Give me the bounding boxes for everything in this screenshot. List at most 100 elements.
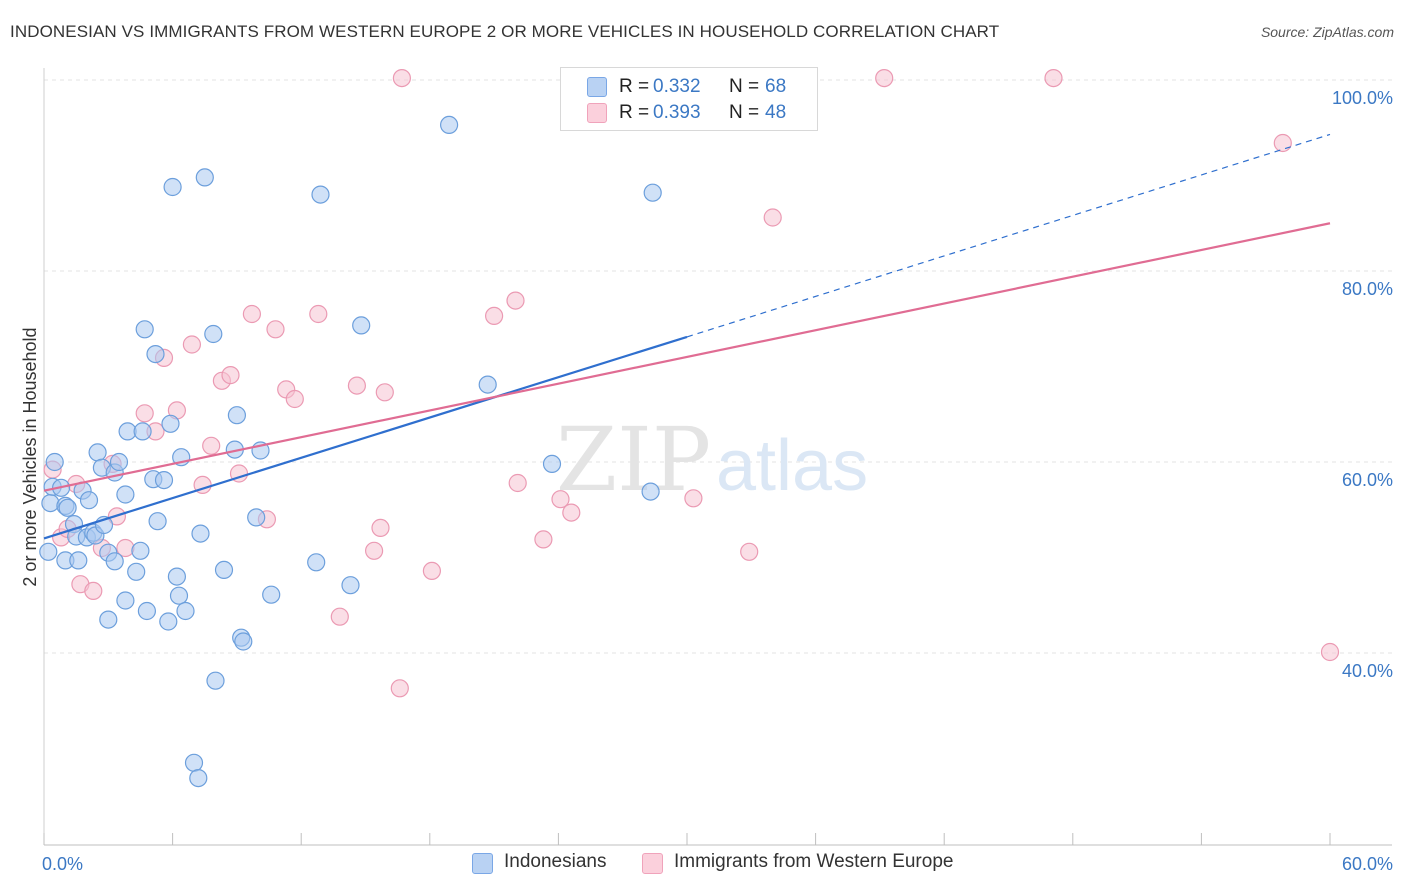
data-point <box>763 208 782 227</box>
legend-label: Indonesians <box>504 851 607 872</box>
r-value: 0.393 <box>653 102 701 123</box>
data-point <box>191 524 210 543</box>
data-point <box>506 291 525 310</box>
data-point <box>176 601 195 621</box>
data-point <box>478 375 497 394</box>
data-point <box>307 553 326 572</box>
data-point <box>133 422 152 441</box>
data-point <box>534 530 553 549</box>
data-point <box>135 320 154 339</box>
n-value: 68 <box>765 76 787 97</box>
legend-swatch-pink <box>587 103 607 123</box>
data-point <box>99 610 118 629</box>
watermark-zip: ZIP <box>556 408 711 511</box>
data-point <box>740 542 759 561</box>
data-point <box>45 452 64 472</box>
data-point <box>422 561 441 581</box>
data-point <box>184 753 204 772</box>
data-point <box>227 406 246 425</box>
trendlines <box>43 133 1331 540</box>
data-point <box>440 115 459 135</box>
data-point <box>247 508 266 527</box>
legend-swatch-pink <box>642 853 663 874</box>
data-point <box>195 168 214 187</box>
data-point <box>330 607 349 626</box>
watermark: ZIP atlas <box>556 408 868 511</box>
data-point <box>146 345 165 364</box>
data-point <box>562 503 581 522</box>
y-tick-label: 80.0% <box>1342 279 1393 299</box>
data-point <box>182 335 201 354</box>
data-point <box>41 494 60 513</box>
n-label: N = <box>729 102 760 123</box>
data-point <box>69 551 88 570</box>
data-point <box>643 183 662 202</box>
data-point <box>641 482 660 501</box>
data-point <box>551 490 570 509</box>
source-label: Source: ZipAtlas.com <box>1260 24 1394 40</box>
r-label: R = <box>619 76 650 97</box>
data-point <box>508 473 527 493</box>
data-point <box>127 562 146 581</box>
correlation-legend: R = 0.332 N = 68 R = 0.393 N = 48 <box>560 67 818 131</box>
data-point <box>204 324 223 344</box>
y-tick-label: 60.0% <box>1342 470 1393 490</box>
data-point <box>88 443 107 462</box>
data-point <box>285 389 304 409</box>
data-point <box>135 404 154 423</box>
data-point <box>161 414 180 433</box>
data-point <box>875 68 894 88</box>
data-point <box>169 586 189 605</box>
data-point <box>39 542 58 561</box>
data-point <box>390 679 409 698</box>
data-point <box>84 581 103 601</box>
data-point <box>242 304 261 324</box>
data-point <box>189 768 208 788</box>
data-point <box>1044 68 1063 88</box>
data-point <box>154 471 174 490</box>
data-point <box>352 316 371 335</box>
data-point <box>159 612 178 631</box>
data-point <box>109 452 129 472</box>
data-point <box>202 436 221 455</box>
data-point <box>131 541 150 560</box>
watermark-atlas: atlas <box>716 426 868 506</box>
data-point <box>311 185 330 204</box>
data-point <box>309 304 328 324</box>
data-point <box>148 512 167 531</box>
r-value: 0.332 <box>653 76 701 97</box>
data-point <box>485 306 504 325</box>
axes <box>43 68 1392 846</box>
grid-lines <box>44 79 1392 654</box>
chart-title: INDONESIAN VS IMMIGRANTS FROM WESTERN EU… <box>10 22 1000 41</box>
x-tick-label: 60.0% <box>1342 854 1393 874</box>
x-tick-label: 0.0% <box>42 854 83 874</box>
data-point <box>365 541 384 560</box>
data-point <box>371 518 390 538</box>
trendline-extension <box>686 133 1331 338</box>
r-label: R = <box>619 102 650 123</box>
data-point <box>266 320 285 339</box>
data-point <box>214 560 234 580</box>
data-point <box>58 498 77 517</box>
data-point <box>79 491 99 510</box>
n-label: N = <box>729 76 760 97</box>
y-tick-label: 100.0% <box>1332 88 1393 108</box>
data-point <box>137 601 156 621</box>
data-point <box>105 552 124 571</box>
data-point <box>1273 133 1292 153</box>
data-point <box>167 567 186 586</box>
data-point <box>341 576 360 595</box>
data-point <box>116 591 135 610</box>
y-axis-label: 2 or more Vehicles in Household <box>20 327 40 586</box>
data-point <box>116 485 135 504</box>
data-point <box>542 454 562 473</box>
data-point <box>375 383 394 402</box>
data-point <box>684 489 703 508</box>
y-tick-label: 40.0% <box>1342 661 1393 681</box>
trendline <box>43 222 1331 492</box>
data-point <box>206 671 225 690</box>
data-point <box>163 177 182 197</box>
data-point <box>234 632 253 651</box>
